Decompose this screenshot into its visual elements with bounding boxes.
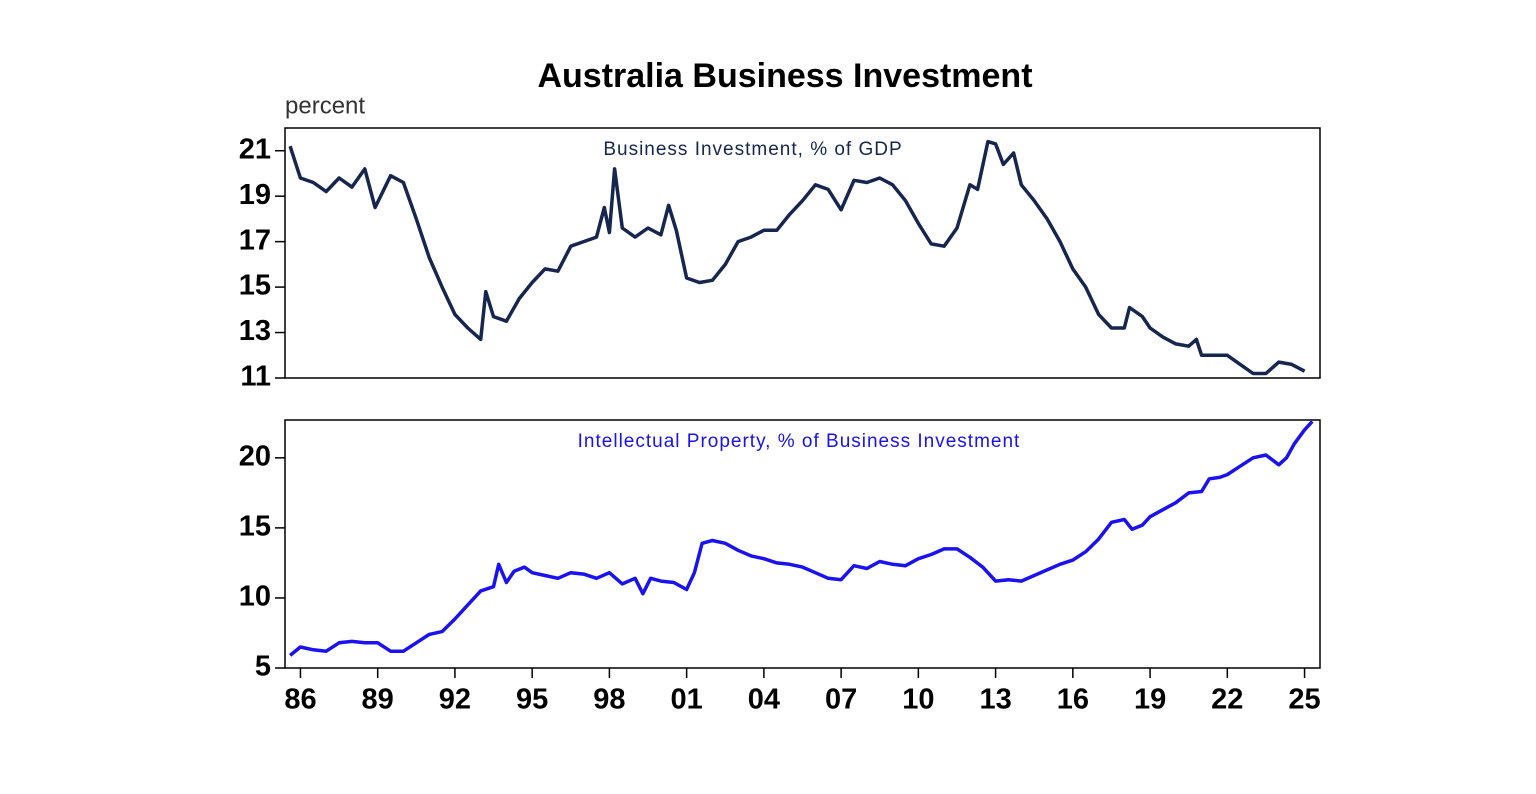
unit-label: percent xyxy=(285,92,365,119)
y-tick-label: 5 xyxy=(255,651,271,683)
x-tick-label: 25 xyxy=(1288,684,1320,716)
x-tick-label: 89 xyxy=(362,684,394,716)
y-tick-label: 21 xyxy=(239,133,271,165)
y-tick-label: 13 xyxy=(239,315,271,347)
panel-annotation: Intellectual Property, % of Business Inv… xyxy=(578,431,1021,452)
x-tick-label: 22 xyxy=(1211,684,1243,716)
y-tick-label: 10 xyxy=(239,581,271,613)
x-tick-label: 92 xyxy=(439,684,471,716)
panel-annotation: Business Investment, % of GDP xyxy=(603,139,902,160)
y-tick-label: 15 xyxy=(239,511,271,543)
y-tick-label: 15 xyxy=(239,270,271,302)
x-tick-label: 01 xyxy=(671,684,703,716)
y-tick-label: 17 xyxy=(239,224,271,256)
x-tick-label: 10 xyxy=(902,684,934,716)
x-tick-label: 04 xyxy=(748,684,780,716)
x-tick-label: 95 xyxy=(516,684,548,716)
data-line xyxy=(288,420,1314,657)
x-tick-label: 16 xyxy=(1057,684,1089,716)
x-tick-label: 86 xyxy=(284,684,316,716)
x-tick-label: 98 xyxy=(593,684,625,716)
y-tick-label: 20 xyxy=(239,440,271,472)
y-tick-label: 19 xyxy=(239,179,271,211)
x-tick-label: 19 xyxy=(1134,684,1166,716)
data-line xyxy=(288,139,1306,376)
plot-frame xyxy=(284,419,1321,669)
chart-title: Australia Business Investment xyxy=(537,57,1032,95)
y-tick-label: 11 xyxy=(240,361,271,393)
plot-frame xyxy=(284,127,1321,379)
x-tick-label: 07 xyxy=(825,684,857,716)
x-tick-label: 13 xyxy=(979,684,1011,716)
